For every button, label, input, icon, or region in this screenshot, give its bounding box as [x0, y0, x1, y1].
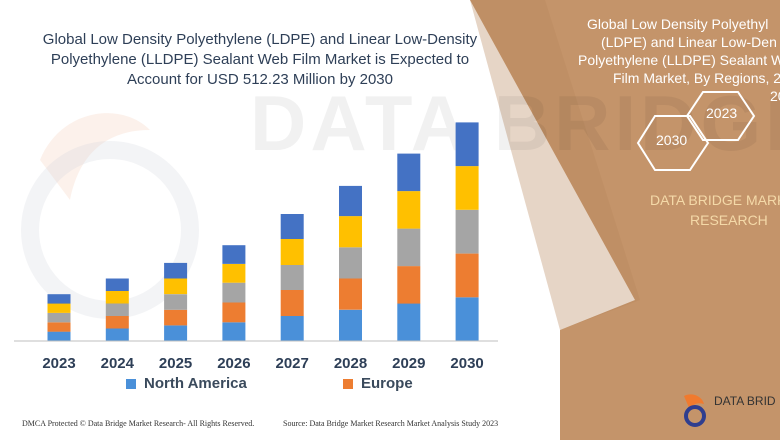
bar-segment-2023-s1 — [47, 331, 71, 341]
bar-segment-2026-s2 — [222, 302, 246, 323]
legend-item-europe: Europe — [343, 375, 413, 392]
bar-segment-2028-s5 — [339, 185, 362, 217]
right-panel-accent — [470, 0, 640, 330]
brand-line: DATA BRIDGE MARK — [650, 192, 780, 208]
bar-segment-2027-s4 — [280, 239, 304, 265]
x-tick-label-2028: 2028 — [334, 355, 367, 372]
bars-group — [47, 122, 479, 341]
legend-swatch-north-america — [126, 378, 136, 389]
right-panel-title: Global Low Density Polyethyl (LDPE) and … — [575, 15, 780, 105]
bar-segment-2024-s5 — [105, 278, 129, 291]
bar-segment-2023-s2 — [47, 322, 71, 332]
bar-segment-2023-s5 — [47, 294, 71, 304]
bar-segment-2025-s3 — [164, 294, 188, 310]
bar-segment-2025-s1 — [164, 325, 188, 341]
legend-item-north-america: North America — [126, 375, 247, 392]
bar-segment-2030-s2 — [455, 253, 479, 298]
bar-segment-2027-s5 — [280, 214, 304, 239]
hex-label-2023: 2023 — [706, 105, 738, 121]
hex-label-2030: 2030 — [656, 132, 688, 148]
bar-segment-2025-s4 — [164, 278, 188, 295]
bar-segment-2024-s2 — [105, 316, 129, 329]
footer-source: Source: Data Bridge Market Research Mark… — [283, 419, 499, 428]
bar-segment-2030-s1 — [455, 297, 479, 341]
bar-segment-2029-s4 — [397, 191, 421, 229]
bar-segment-2026-s1 — [222, 322, 246, 341]
footer-copyright: DMCA Protected © Data Bridge Market Rese… — [22, 419, 255, 428]
bar-segment-2023-s4 — [47, 303, 71, 313]
bar-segment-2024-s1 — [105, 328, 129, 341]
bar-segment-2028-s1 — [339, 309, 362, 341]
bar-segment-2030-s5 — [455, 122, 479, 167]
bar-segment-2029-s5 — [397, 153, 421, 192]
chart-title: Global Low Density Polyethylene (LDPE) a… — [42, 31, 478, 88]
bar-segment-2026-s3 — [222, 282, 246, 303]
stacked-bar-chart: 2023 2024 2025 2026 2027 2028 2029 2030 — [14, 122, 498, 372]
bar-segment-2030-s3 — [455, 209, 479, 254]
bar-segment-2028-s2 — [339, 278, 362, 310]
right-panel-brand: DATA BRIDGE MARK RESEARCH — [640, 190, 780, 230]
x-tick-label-2027: 2027 — [276, 355, 309, 372]
bar-segment-2027-s3 — [280, 265, 304, 290]
bar-segment-2028-s3 — [339, 247, 362, 279]
bar-segment-2028-s4 — [339, 216, 362, 248]
x-tick-label-2030: 2030 — [450, 355, 483, 372]
x-tick-label-2026: 2026 — [217, 355, 250, 372]
right-title-line: 20 — [770, 88, 780, 104]
hexagon-2030-icon — [636, 115, 710, 171]
bar-segment-2025-s2 — [164, 309, 188, 326]
bar-segment-2029-s3 — [397, 228, 421, 267]
legend-label-europe: Europe — [361, 375, 413, 392]
right-title-line: Polyethylene (LLDPE) Sealant W — [578, 52, 780, 68]
bar-segment-2029-s1 — [397, 303, 421, 341]
x-tick-label-2023: 2023 — [42, 355, 75, 372]
right-panel-shape — [470, 0, 780, 440]
bar-segment-2024-s3 — [105, 303, 129, 316]
x-tick-label-2029: 2029 — [392, 355, 425, 372]
x-tick-label-2024: 2024 — [101, 355, 135, 372]
right-title-line: (LDPE) and Linear Low-Den — [601, 34, 777, 50]
databridge-logo-icon — [684, 394, 706, 427]
bar-segment-2024-s4 — [105, 291, 129, 304]
logo-text: DATA BRID — [714, 394, 776, 408]
bar-segment-2027-s1 — [280, 316, 304, 341]
right-title-line: Global Low Density Polyethyl — [587, 16, 769, 32]
bar-segment-2030-s4 — [455, 166, 479, 210]
logo: DATA BRID — [678, 390, 780, 430]
hexagon-badges — [636, 91, 756, 171]
x-tick-label-2025: 2025 — [159, 355, 192, 372]
bar-segment-2026-s5 — [222, 245, 246, 264]
bar-segment-2026-s4 — [222, 264, 246, 283]
bar-segment-2027-s2 — [280, 290, 304, 316]
legend-label-north-america: North America — [144, 375, 247, 392]
bar-segment-2029-s2 — [397, 266, 421, 304]
x-tick-labels: 2023 2024 2025 2026 2027 2028 2029 2030 — [42, 355, 483, 372]
bar-segment-2025-s5 — [164, 262, 188, 279]
right-title-line: Film Market, By Regions, 202 — [613, 70, 780, 86]
watermark-swoosh-icon — [40, 113, 150, 200]
bar-segment-2023-s3 — [47, 312, 71, 323]
brand-line: RESEARCH — [690, 212, 768, 228]
legend-swatch-europe — [343, 378, 353, 389]
